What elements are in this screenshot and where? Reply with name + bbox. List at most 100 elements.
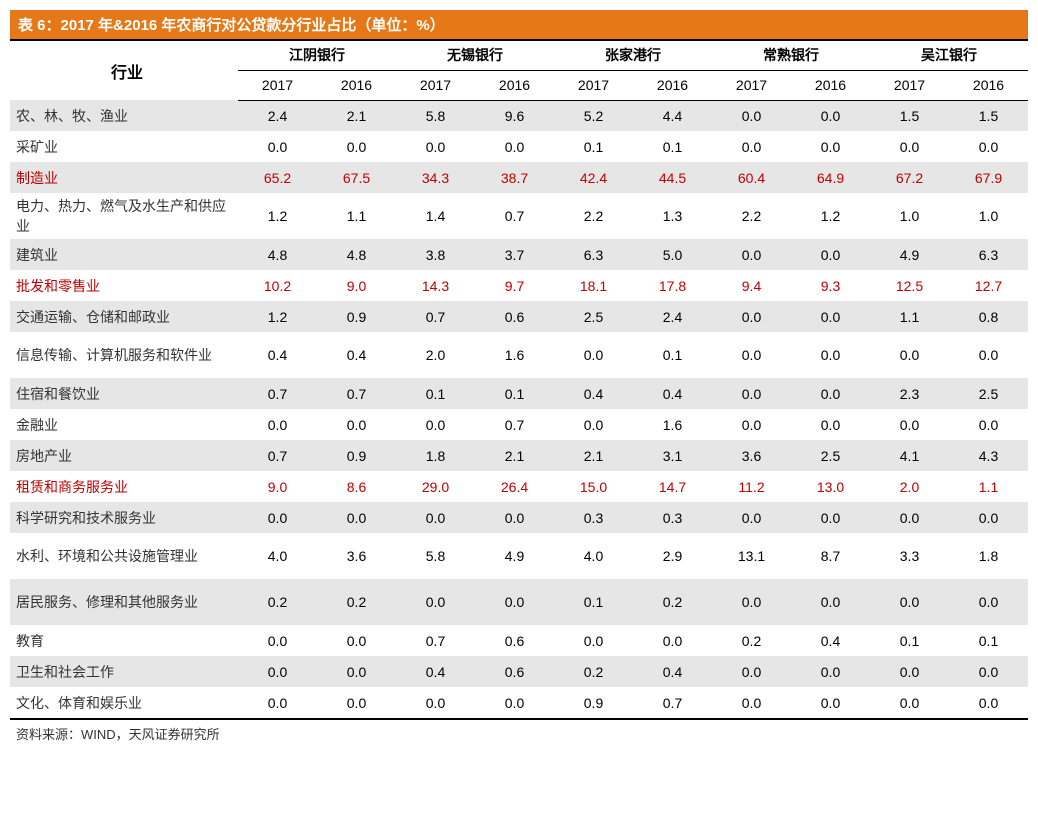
table-title: 表 6：2017 年&2016 年农商行对公贷款分行业占比（单位：%）	[10, 10, 1028, 39]
value-cell: 0.0	[238, 625, 317, 656]
value-cell: 0.1	[870, 625, 949, 656]
year-col: 2017	[396, 70, 475, 100]
value-cell: 2.1	[554, 440, 633, 471]
value-cell: 0.4	[633, 378, 712, 409]
value-cell: 0.7	[238, 378, 317, 409]
table-row: 科学研究和技术服务业0.00.00.00.00.30.30.00.00.00.0	[10, 502, 1028, 533]
value-cell: 0.6	[475, 656, 554, 687]
value-cell: 8.7	[791, 533, 870, 579]
industry-label: 电力、热力、燃气及水生产和供应业	[10, 193, 238, 239]
value-cell: 0.0	[238, 687, 317, 718]
loan-industry-table: 行业 江阴银行 无锡银行 张家港行 常熟银行 吴江银行 2017 2016 20…	[10, 39, 1028, 718]
bank-header-4: 吴江银行	[870, 40, 1028, 70]
value-cell: 2.0	[870, 471, 949, 502]
value-cell: 0.1	[554, 579, 633, 625]
value-cell: 0.0	[317, 502, 396, 533]
value-cell: 3.7	[475, 239, 554, 270]
industry-label: 采矿业	[10, 131, 238, 162]
industry-label: 科学研究和技术服务业	[10, 502, 238, 533]
value-cell: 0.6	[475, 625, 554, 656]
value-cell: 0.4	[554, 378, 633, 409]
value-cell: 0.0	[712, 579, 791, 625]
value-cell: 0.0	[870, 656, 949, 687]
value-cell: 6.3	[554, 239, 633, 270]
value-cell: 0.0	[870, 687, 949, 718]
value-cell: 0.7	[317, 378, 396, 409]
value-cell: 15.0	[554, 471, 633, 502]
table-row: 信息传输、计算机服务和软件业0.40.42.01.60.00.10.00.00.…	[10, 332, 1028, 378]
value-cell: 0.0	[949, 656, 1028, 687]
value-cell: 9.4	[712, 270, 791, 301]
value-cell: 0.0	[238, 131, 317, 162]
value-cell: 0.0	[712, 332, 791, 378]
table-row: 农、林、牧、渔业2.42.15.89.65.24.40.00.01.51.5	[10, 100, 1028, 131]
table-row: 居民服务、修理和其他服务业0.20.20.00.00.10.20.00.00.0…	[10, 579, 1028, 625]
value-cell: 0.4	[396, 656, 475, 687]
industry-label: 批发和零售业	[10, 270, 238, 301]
value-cell: 13.1	[712, 533, 791, 579]
value-cell: 1.0	[949, 193, 1028, 239]
value-cell: 9.6	[475, 100, 554, 131]
value-cell: 2.1	[475, 440, 554, 471]
table-row: 交通运输、仓储和邮政业1.20.90.70.62.52.40.00.01.10.…	[10, 301, 1028, 332]
value-cell: 9.0	[317, 270, 396, 301]
value-cell: 2.9	[633, 533, 712, 579]
value-cell: 2.5	[791, 440, 870, 471]
value-cell: 3.1	[633, 440, 712, 471]
value-cell: 3.6	[317, 533, 396, 579]
value-cell: 0.1	[396, 378, 475, 409]
value-cell: 9.3	[791, 270, 870, 301]
table-body: 农、林、牧、渔业2.42.15.89.65.24.40.00.01.51.5采矿…	[10, 100, 1028, 718]
value-cell: 0.0	[317, 687, 396, 718]
value-cell: 4.8	[238, 239, 317, 270]
value-cell: 0.9	[317, 440, 396, 471]
table-row: 文化、体育和娱乐业0.00.00.00.00.90.70.00.00.00.0	[10, 687, 1028, 718]
value-cell: 0.8	[949, 301, 1028, 332]
value-cell: 1.3	[633, 193, 712, 239]
value-cell: 0.7	[475, 193, 554, 239]
table-row: 水利、环境和公共设施管理业4.03.65.84.94.02.913.18.73.…	[10, 533, 1028, 579]
value-cell: 0.0	[712, 378, 791, 409]
value-cell: 1.1	[317, 193, 396, 239]
value-cell: 0.4	[238, 332, 317, 378]
value-cell: 0.1	[475, 378, 554, 409]
value-cell: 2.0	[396, 332, 475, 378]
value-cell: 11.2	[712, 471, 791, 502]
bank-header-1: 无锡银行	[396, 40, 554, 70]
value-cell: 0.0	[317, 409, 396, 440]
value-cell: 29.0	[396, 471, 475, 502]
value-cell: 0.0	[949, 579, 1028, 625]
value-cell: 0.0	[712, 131, 791, 162]
value-cell: 0.0	[791, 301, 870, 332]
year-col: 2016	[633, 70, 712, 100]
value-cell: 0.0	[475, 579, 554, 625]
value-cell: 0.0	[791, 378, 870, 409]
value-cell: 0.9	[554, 687, 633, 718]
value-cell: 1.2	[238, 193, 317, 239]
value-cell: 0.0	[396, 687, 475, 718]
industry-label: 教育	[10, 625, 238, 656]
value-cell: 0.0	[791, 239, 870, 270]
industry-header: 行业	[10, 40, 238, 100]
value-cell: 1.0	[870, 193, 949, 239]
value-cell: 0.7	[238, 440, 317, 471]
bank-header-3: 常熟银行	[712, 40, 870, 70]
value-cell: 0.0	[475, 687, 554, 718]
value-cell: 9.7	[475, 270, 554, 301]
year-col: 2016	[475, 70, 554, 100]
industry-label: 农、林、牧、渔业	[10, 100, 238, 131]
value-cell: 0.0	[317, 131, 396, 162]
value-cell: 0.0	[949, 332, 1028, 378]
value-cell: 0.4	[633, 656, 712, 687]
value-cell: 0.3	[554, 502, 633, 533]
value-cell: 10.2	[238, 270, 317, 301]
value-cell: 0.0	[712, 687, 791, 718]
value-cell: 0.3	[633, 502, 712, 533]
value-cell: 4.0	[554, 533, 633, 579]
value-cell: 0.0	[396, 131, 475, 162]
value-cell: 44.5	[633, 162, 712, 193]
value-cell: 0.7	[633, 687, 712, 718]
table-row: 租赁和商务服务业9.08.629.026.415.014.711.213.02.…	[10, 471, 1028, 502]
value-cell: 0.0	[712, 656, 791, 687]
value-cell: 0.0	[712, 301, 791, 332]
